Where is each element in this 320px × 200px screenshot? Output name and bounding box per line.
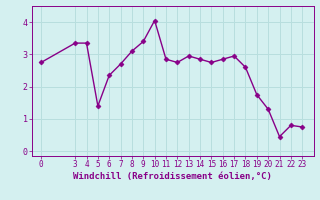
X-axis label: Windchill (Refroidissement éolien,°C): Windchill (Refroidissement éolien,°C) <box>73 172 272 181</box>
